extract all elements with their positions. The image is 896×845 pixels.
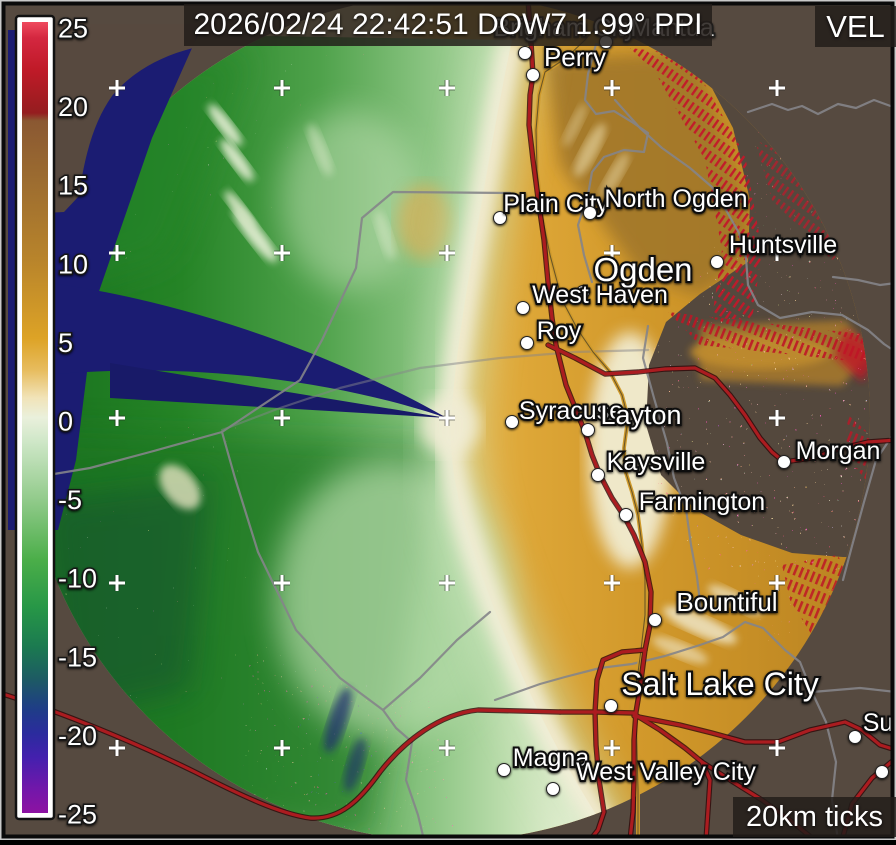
- county-boundaries: [28, 18, 896, 842]
- city-dot: [604, 699, 618, 713]
- colorbar-tick: 20: [58, 92, 88, 122]
- range-tick: [439, 245, 455, 261]
- range-tick: [604, 740, 620, 756]
- range-tick-marks: [109, 80, 785, 756]
- major-highways: [3, 0, 896, 843]
- city-dot: [648, 613, 662, 627]
- city-dot: [497, 763, 511, 777]
- colorbar-tick: 0: [58, 407, 73, 437]
- terrain-mask-nw: [24, 24, 200, 214]
- range-tick: [109, 575, 125, 591]
- range-tick: [604, 80, 620, 96]
- city-label: Layton: [600, 400, 681, 430]
- range-tick: [769, 245, 785, 261]
- city-dot: [581, 423, 595, 437]
- colorbar: 25 20 15 10 5 0 -5 -10 -15 -20 -25: [14, 12, 99, 831]
- city-dot: [619, 508, 633, 522]
- range-tick: [109, 80, 125, 96]
- colorbar-tick-labels: 25 20 15 10 5 0 -5 -10 -15 -20 -25: [57, 12, 99, 831]
- colorbar-tick: -10: [58, 564, 97, 594]
- range-tick: [274, 410, 290, 426]
- colorbar-tick: 10: [58, 249, 88, 279]
- range-tick: [109, 740, 125, 756]
- city-dot: [546, 782, 560, 796]
- city-dot: [520, 336, 534, 350]
- city-label: Salt Lake City: [621, 666, 818, 702]
- city-dot: [875, 765, 889, 779]
- range-tick: [439, 80, 455, 96]
- city-dot: [505, 415, 519, 429]
- city-dot: [710, 255, 724, 269]
- range-tick: [439, 410, 455, 426]
- city-label: Su: [863, 709, 894, 737]
- city-dot: [848, 730, 862, 744]
- city-dot: [591, 468, 605, 482]
- city-dot: [526, 68, 540, 82]
- city-label: Magna: [513, 744, 590, 772]
- city-label: North Ogden: [604, 185, 747, 213]
- city-label: West Valley City: [576, 758, 756, 786]
- city-label: West Haven: [532, 281, 668, 309]
- colorbar-tick: 25: [58, 14, 88, 44]
- range-tick: [439, 575, 455, 591]
- city-label: Huntsville: [729, 231, 837, 259]
- range-tick: [604, 575, 620, 591]
- colorbar-tick: -20: [58, 721, 97, 751]
- product-mode-label: VEL: [815, 6, 896, 47]
- city-label: Syracuse: [519, 397, 623, 425]
- city-dot: [576, 285, 590, 299]
- range-tick: [274, 245, 290, 261]
- city-label: Ogden: [593, 251, 692, 288]
- range-tick: [274, 740, 290, 756]
- range-scale-label: 20km ticks: [733, 797, 896, 837]
- city-label: Farmington: [639, 488, 765, 516]
- range-tick: [769, 740, 785, 756]
- city-dot: [518, 46, 532, 60]
- colorbar-tick: -5: [58, 485, 82, 515]
- range-tick: [769, 80, 785, 96]
- city-label: Kaysville: [607, 448, 706, 476]
- scan-title: 2026/02/24 22:42:51 DOW7 1.99° PPI: [184, 4, 712, 46]
- range-tick: [439, 740, 455, 756]
- range-tick: [769, 575, 785, 591]
- city-dot: [583, 206, 597, 220]
- range-tick: [604, 410, 620, 426]
- colorbar-tick: 15: [58, 171, 88, 201]
- colorbar-tick: -25: [58, 800, 97, 830]
- range-tick: [604, 245, 620, 261]
- city-label: Roy: [537, 317, 582, 345]
- colorbar-gradient: [22, 22, 48, 813]
- city-label: Morgan: [796, 437, 881, 465]
- colorbar-tick: 5: [58, 328, 73, 358]
- range-tick: [109, 245, 125, 261]
- city-label: Bountiful: [676, 587, 777, 617]
- city-label: Perry: [544, 42, 606, 72]
- range-tick: [109, 410, 125, 426]
- city-dot: [493, 211, 507, 225]
- range-tick: [769, 410, 785, 426]
- range-tick: [274, 80, 290, 96]
- noise-speckle: [60, 38, 870, 830]
- range-tick: [274, 575, 290, 591]
- colorbar-tick: -15: [58, 642, 97, 672]
- city-dot: [777, 455, 791, 469]
- city-dot: [516, 301, 530, 315]
